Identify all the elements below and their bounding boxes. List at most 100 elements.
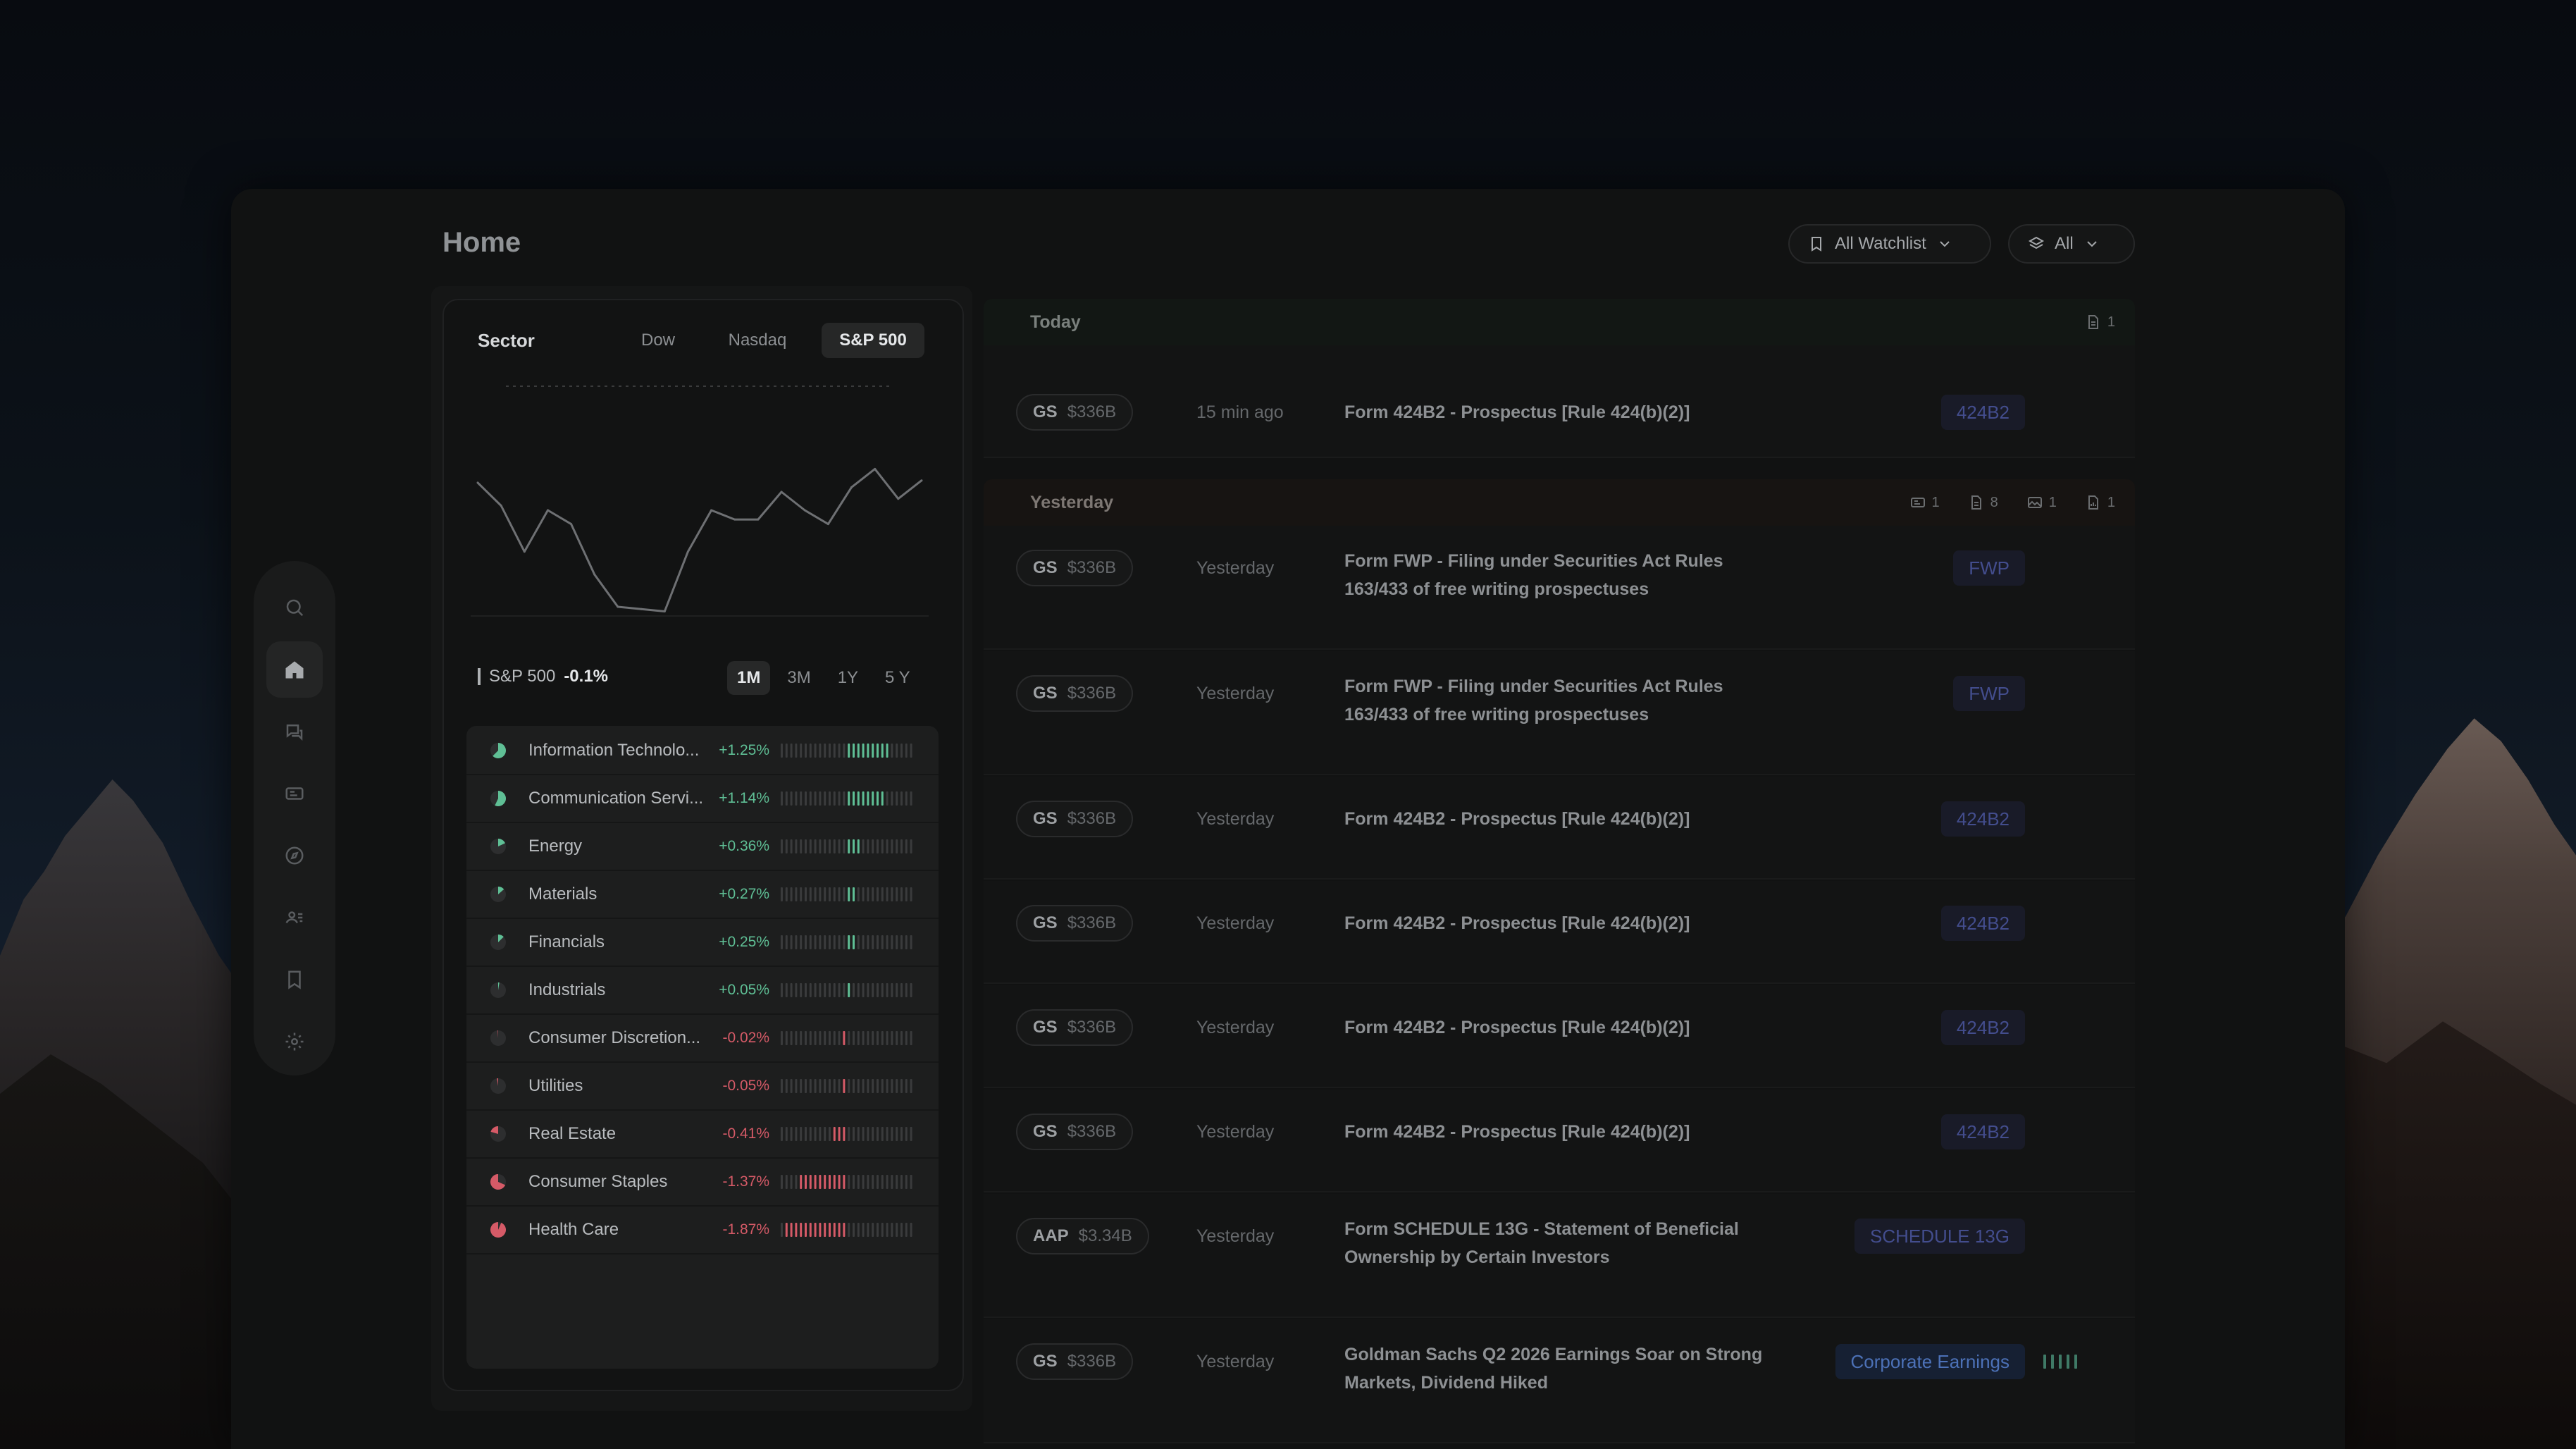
sector-change-bars <box>781 1031 912 1045</box>
sector-row[interactable]: Information Technolo... +1.25% <box>466 727 939 775</box>
filing-type-tag[interactable]: 424B2 <box>1940 395 2025 430</box>
filing-title: Form FWP - Filing under Securities Act R… <box>1344 551 1723 599</box>
ticker-chip[interactable]: AAP $3.34B <box>1016 1218 1149 1254</box>
market-cap: $336B <box>1067 1018 1117 1037</box>
chart-point <box>757 518 760 521</box>
filing-row[interactable]: GS $336B Yesterday Form 424B2 - Prospect… <box>984 881 2135 984</box>
chart-point <box>803 509 806 512</box>
sector-change: -0.41% <box>722 1126 769 1142</box>
filing-type-tag[interactable]: 424B2 <box>1940 1010 2025 1045</box>
tab-sp500[interactable]: S&P 500 <box>822 323 924 358</box>
chart-point <box>733 518 736 521</box>
sector-row[interactable]: Real Estate -0.41% <box>466 1111 939 1159</box>
ticker-chip[interactable]: GS $336B <box>1016 1009 1134 1046</box>
filing-type-tag[interactable]: 424B2 <box>1940 1114 2025 1149</box>
filing-type-tag[interactable]: FWP <box>1953 676 2025 711</box>
tab-dow[interactable]: Dow <box>640 331 675 350</box>
signal-bars-icon <box>2043 1355 2077 1369</box>
sector-row[interactable]: Consumer Staples -1.37% <box>466 1159 939 1207</box>
sector-change-bars <box>781 1175 912 1189</box>
page-title: Home <box>442 227 521 258</box>
day-label: Today <box>1030 312 1081 332</box>
sector-pie-icon <box>490 982 506 998</box>
ticker-chip[interactable]: GS $336B <box>1016 905 1134 942</box>
range-tab-1y[interactable]: 1Y <box>837 668 859 687</box>
sector-change-bars <box>781 887 912 901</box>
chart-point <box>523 550 526 553</box>
image-icon <box>2027 497 2042 508</box>
news-icon <box>1910 498 1925 507</box>
sector-row[interactable]: Communication Servi... +1.14% <box>466 775 939 823</box>
ticker-chip[interactable]: GS $336B <box>1016 675 1134 712</box>
filing-row[interactable]: GS $336B Yesterday Form 424B2 - Prospect… <box>984 985 2135 1088</box>
ticker-chip[interactable]: GS $336B <box>1016 550 1134 586</box>
sector-pie-icon <box>490 1126 506 1142</box>
sector-row[interactable]: Industrials +0.05% <box>466 967 939 1015</box>
filing-row[interactable]: GS $336B Yesterday Form FWP - Filing und… <box>984 526 2135 650</box>
sector-row[interactable]: Materials +0.27% <box>466 871 939 919</box>
sector-row[interactable]: Utilities -0.05% <box>466 1063 939 1111</box>
filing-type-tag[interactable]: 424B2 <box>1940 801 2025 837</box>
sidebar-item-chat[interactable] <box>266 703 323 760</box>
filing-type-tag[interactable]: SCHEDULE 13G <box>1854 1219 2025 1254</box>
filing-row[interactable]: GS $336B 15 min ago Form 424B2 - Prospec… <box>984 345 2135 458</box>
sidebar <box>254 561 335 1075</box>
sector-change: +0.27% <box>719 886 769 902</box>
sidebar-item-bookmarks[interactable] <box>266 951 323 1008</box>
filing-row[interactable]: GS $336B Yesterday Form 424B2 - Prospect… <box>984 777 2135 880</box>
sector-row[interactable]: Consumer Discretion... -0.02% <box>466 1015 939 1063</box>
sector-change: +0.05% <box>719 982 769 998</box>
contacts-icon <box>285 911 303 924</box>
tab-nasdaq[interactable]: Nasdaq <box>728 331 787 350</box>
filing-title: Form 424B2 - Prospectus [Rule 424(b)(2)] <box>1344 809 1690 829</box>
sector-name: Financials <box>528 932 605 951</box>
ticker-chip[interactable]: GS $336B <box>1016 801 1134 837</box>
filing-type-tag[interactable]: Corporate Earnings <box>1835 1344 2025 1379</box>
sidebar-item-home[interactable] <box>266 641 323 698</box>
ticker-chip[interactable]: GS $336B <box>1016 394 1134 431</box>
chart-point <box>570 523 573 526</box>
filing-row[interactable]: AAP $3.34B Yesterday Form SCHEDULE 13G -… <box>984 1194 2135 1318</box>
market-cap: $3.34B <box>1078 1226 1132 1245</box>
filing-time: Yesterday <box>1196 1352 1275 1371</box>
filing-row[interactable]: GS $336B Yesterday Goldman Sachs Q2 2026… <box>984 1319 2135 1443</box>
sector-name: Communication Servi... <box>528 789 704 808</box>
sector-change: -0.05% <box>722 1078 769 1094</box>
chart-point <box>686 550 689 553</box>
sidebar-item-settings[interactable] <box>266 1013 323 1070</box>
count-documents: 8 <box>1968 494 1998 511</box>
filing-time: 15 min ago <box>1196 402 1284 422</box>
range-tabs: 1M 3M 1Y 5 Y <box>727 661 920 695</box>
watchlist-filter-label: All Watchlist <box>1835 234 1926 253</box>
range-tab-5y[interactable]: 5 Y <box>885 668 910 687</box>
ticker-symbol: GS <box>1033 1018 1058 1037</box>
ticker-symbol: AAP <box>1033 1226 1069 1245</box>
sidebar-item-search[interactable] <box>266 579 323 636</box>
sector-row[interactable]: Financials +0.25% <box>466 919 939 967</box>
range-tab-3m[interactable]: 3M <box>787 668 811 687</box>
ticker-chip[interactable]: GS $336B <box>1016 1343 1134 1380</box>
sector-row[interactable]: Health Care -1.87% <box>466 1207 939 1254</box>
sidebar-item-explore[interactable] <box>266 827 323 884</box>
market-cap: $336B <box>1067 558 1117 577</box>
filing-time: Yesterday <box>1196 684 1275 703</box>
sector-row[interactable]: Energy +0.36% <box>466 823 939 871</box>
sector-change: -0.02% <box>722 1030 769 1046</box>
filing-row[interactable]: GS $336B Yesterday Form FWP - Filing und… <box>984 651 2135 775</box>
sector-change: -1.37% <box>722 1173 769 1190</box>
chart-point <box>897 498 900 500</box>
sidebar-item-news[interactable] <box>266 765 323 822</box>
watchlist-filter[interactable]: All Watchlist <box>1788 224 1991 264</box>
bookmark-icon <box>288 970 301 989</box>
market-cap: $336B <box>1067 913 1117 932</box>
filing-row[interactable]: GS $336B Yesterday Form 424B2 - Prospect… <box>984 1090 2135 1192</box>
range-tab-1m[interactable]: 1M <box>727 661 771 695</box>
chevron-down-icon <box>1940 241 1950 247</box>
filing-type-tag[interactable]: FWP <box>1953 550 2025 586</box>
filing-type-tag[interactable]: 424B2 <box>1940 906 2025 941</box>
ticker-chip[interactable]: GS $336B <box>1016 1114 1134 1150</box>
ticker-symbol: GS <box>1033 1352 1058 1371</box>
type-filter[interactable]: All <box>2008 224 2135 264</box>
sector-name: Consumer Staples <box>528 1172 668 1191</box>
sidebar-item-contacts[interactable] <box>266 889 323 946</box>
